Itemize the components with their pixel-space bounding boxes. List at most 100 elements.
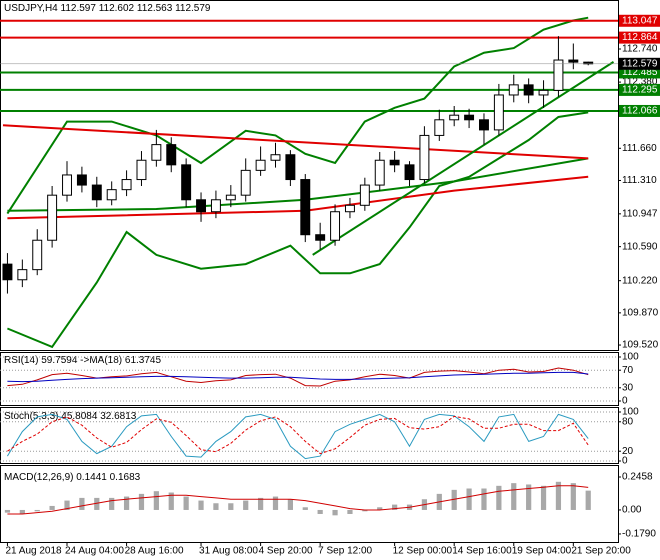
last-price-box [619,57,660,70]
level-label-box [619,31,660,44]
histogram-bar [362,509,368,512]
candle-body [121,179,132,191]
histogram-bar [585,490,591,510]
y-tick-label: 112.740 [622,44,658,55]
histogram-bar [481,488,487,510]
candle-body [493,94,504,131]
candle-body [285,154,296,181]
candle-body [300,179,311,236]
y-tick-label: 109.870 [622,307,659,318]
candle-body [568,59,579,63]
candle-body [404,164,415,181]
histogram-bar [496,485,502,510]
level-label: 113.047 [622,15,658,26]
macd-panel [0,465,619,543]
candle-body [523,84,534,96]
macd-label: MACD(12,26,9) [4,472,73,483]
price-title: USDJPY,H4 112.597 112.602 112.563 112.57… [4,3,211,14]
y-tick-label: 111.310 [622,175,657,186]
histogram-bar [183,496,189,510]
y-tick-label: 0 [622,396,628,407]
rsi-last: 59.7594 [41,355,78,366]
candle-body [91,184,102,201]
histogram-bar [198,500,204,510]
histogram-bar [153,491,159,510]
candle-body [136,159,147,181]
histogram-bar [94,497,100,510]
candle-body [47,194,58,241]
x-tick-label: 7 Sep 12:00 [318,546,372,557]
stoch-k-last: 45.8084 [61,411,98,422]
stoch-label: Stoch(5,3,3) [4,411,58,422]
macd-last: 0.1441 [76,472,107,483]
histogram-bar [526,484,532,510]
histogram-bar [511,483,517,510]
indicator-line [7,415,589,455]
histogram-bar [123,496,130,510]
histogram-bar [79,497,85,510]
histogram-bar [19,509,25,514]
rsi-ma-last: 61.3745 [125,355,162,366]
level-label: 112.485 [622,67,658,78]
histogram-bar [213,503,219,510]
indicator-line [7,371,589,383]
histogram-bar [451,489,457,510]
x-tick-label: 24 Aug 04:00 [65,546,124,557]
symbol: USDJPY,H4 [4,3,58,14]
candle-body [419,134,430,181]
trend-line [2,124,589,160]
last-close: 112.579 [175,3,211,14]
histogram-bar [570,483,576,510]
candle-body [62,174,72,196]
candle-body [553,59,564,91]
histogram-bar [392,504,398,510]
indicator-line [7,175,589,220]
y-tick-label: 112.380 [622,77,658,88]
level-label: 112.066 [622,106,658,117]
histogram-bar [287,499,293,510]
histogram-bar [317,509,323,514]
price-panel [0,0,619,351]
candle-body [374,159,385,186]
histogram-bar [4,509,11,513]
histogram-bar [228,503,234,510]
histogram-bar [168,492,174,510]
histogram-bar [109,497,115,510]
histogram-bar [302,507,308,510]
indicator-line [7,111,589,349]
candle-body [32,239,43,271]
rsi-ma-label: ->MA(18) [80,355,122,366]
candle-body [330,211,341,241]
candle-body [76,174,87,186]
y-tick-label: 30 [622,382,634,393]
candle-body [151,144,162,161]
y-tick-label: 109.520 [622,340,659,351]
histogram-bar [466,488,472,510]
x-tick-label: 31 Aug 08:00 [199,546,258,557]
candle-body [255,159,266,171]
y-tick-label: 80 [622,416,634,427]
y-tick-label: 0.2458 [622,472,653,483]
y-tick-label: 100 [622,352,639,363]
histogram-bar [34,509,40,512]
x-tick-label: 28 Aug 16:00 [125,546,184,557]
histogram-bar [347,509,353,514]
y-tick-label: 110.590 [622,241,658,252]
y-tick-label: -0.1790 [622,529,656,540]
histogram-bar [555,481,562,510]
x-tick-label: 21 Aug 2018 [5,546,62,557]
histogram-bar [49,505,55,510]
indicator-line [6,413,589,460]
candle-body [225,194,236,201]
last-price-label: 112.579 [622,58,658,69]
x-tick-label: 14 Sep 16:00 [452,546,512,557]
candle-body [389,159,400,166]
histogram-bar [540,485,547,510]
stoch-d-last: 32.6813 [100,411,137,422]
level-label-box [619,104,660,117]
level-label-box [619,83,660,96]
x-tick-label: 12 Sep 00:00 [393,546,453,557]
y-tick-label: 110.947 [622,208,658,219]
